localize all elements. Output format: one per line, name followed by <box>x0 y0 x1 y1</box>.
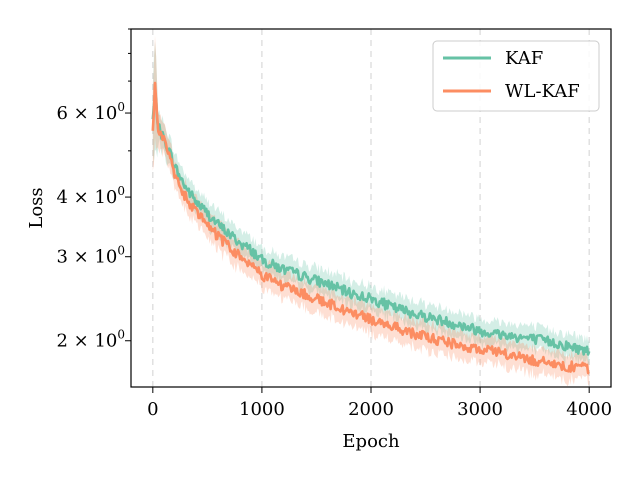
y-tick-label: 6 × 100 <box>56 100 125 124</box>
x-axis-ticks: 0 1000 2000 3000 4000 <box>147 387 612 420</box>
legend-label-wl-kaf: WL-KAF <box>505 81 580 102</box>
y-tick-label: 3 × 100 <box>56 244 125 268</box>
x-axis-label: Epoch <box>342 431 400 452</box>
x-tick-label: 1000 <box>239 399 285 420</box>
y-axis-label: Loss <box>26 187 47 228</box>
series-line-1 <box>151 81 590 375</box>
y-axis-ticks: 2 × 100 3 × 100 4 × 100 6 × 100 <box>56 28 131 352</box>
y-tick-label: 4 × 100 <box>56 184 125 208</box>
x-tick-label: 0 <box>147 399 158 420</box>
legend-label-kaf: KAF <box>505 48 543 69</box>
x-tick-label: 2000 <box>348 399 394 420</box>
y-tick-label: 2 × 100 <box>56 328 125 352</box>
series-lines <box>151 81 591 375</box>
x-tick-label: 4000 <box>566 399 612 420</box>
x-tick-label: 3000 <box>457 399 503 420</box>
series-line-0 <box>151 90 591 356</box>
legend: KAF WL-KAF <box>432 40 600 112</box>
